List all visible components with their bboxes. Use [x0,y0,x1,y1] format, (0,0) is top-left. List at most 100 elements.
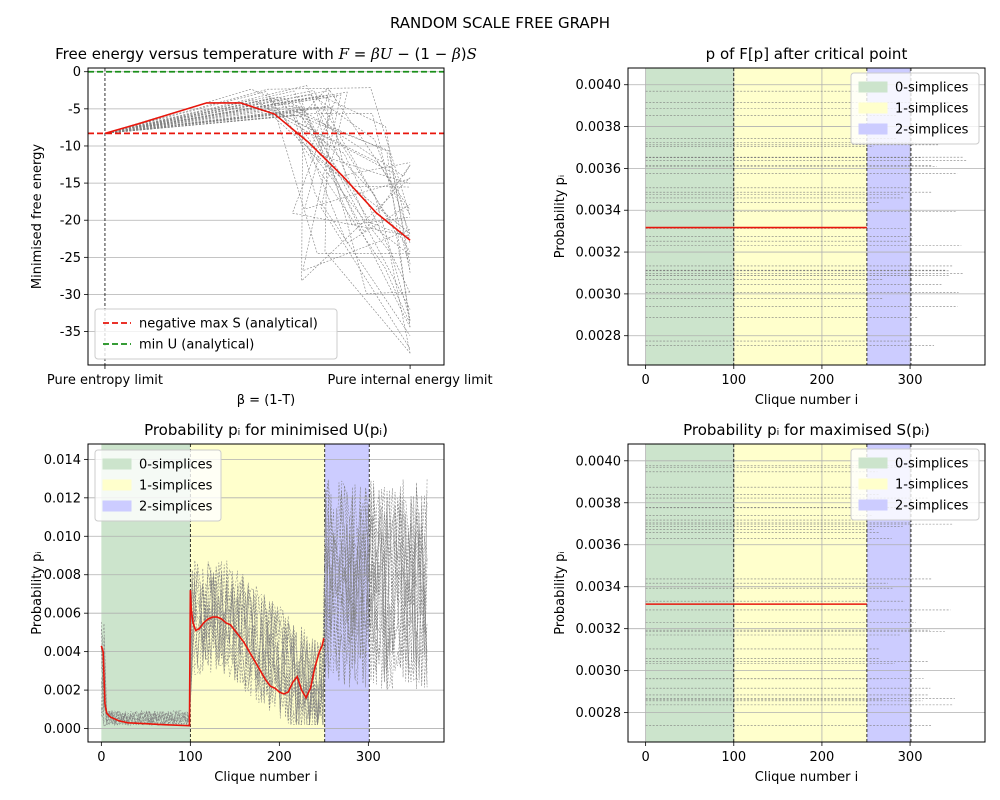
sample-trace [104,113,411,271]
sample-trace [104,94,411,294]
y-tick-label: 0.000 [44,722,81,737]
chart-title: p of F[p] after critical point [706,45,908,63]
y-tick-label: 0.0038 [576,496,622,511]
chart-free-energy: 0 -5 -10 -15 -20 -25 -30 -35 Pure entropy limit P… [30,45,493,408]
y-tick-label: -35 [60,325,81,340]
x-tick-label: 300 [898,750,923,765]
sample-trace [104,95,411,273]
legend-entry: 1-simplices [895,478,969,493]
sample-trace [101,478,428,727]
sample-trace [104,85,411,239]
legend-entry: 2-simplices [895,123,969,138]
x-tick-label: 200 [810,750,835,765]
x-axis-label: Clique number i [755,770,858,785]
sample-trace [101,486,428,727]
figure-suptitle: RANDOM SCALE FREE GRAPH [390,14,610,32]
chart-title: Probability pᵢ for minimised U(pᵢ) [144,421,388,439]
sample-trace [101,490,428,726]
plot-area [628,444,985,742]
region-0-simplices [645,68,734,365]
sample-trace [104,90,411,328]
sample-trace [104,87,411,217]
y-tick-label: 0.0036 [576,538,622,553]
sample-trace [104,99,411,215]
legend-entry: 0-simplices [139,458,213,473]
sample-traces [104,85,411,354]
y-tick-label: 0.006 [44,607,81,622]
legend: 0-simplices 1-simplices 2-simplices [94,449,222,522]
mean-series-line [100,590,325,727]
sample-trace [104,113,411,244]
region-0-simplices [645,444,734,742]
y-tick-label: 0.0028 [576,706,622,721]
chart-p-min-u: 0.000 0.002 0.004 0.006 0.008 0.010 0.012 0.014… [30,421,445,785]
sample-trace [104,106,411,210]
y-tick-label: 0.010 [44,530,81,545]
axes-frame [87,67,445,366]
legend-swatch [858,81,888,93]
y-axis-label: Minimised free energy [30,144,45,289]
sample-trace [104,88,411,310]
y-tick-label: 0.008 [44,568,81,583]
sample-trace [104,95,411,237]
legend-entry: 2-simplices [139,500,213,515]
y-tick-label: 0.002 [44,684,81,699]
legend-swatch [858,499,888,511]
axes-frame [627,443,986,743]
x-tick-label: 200 [267,750,292,765]
sample-trace [104,87,411,211]
legend-swatch [858,102,888,114]
sample-trace [101,499,428,726]
region-1-simplices [733,68,867,365]
y-tick-label: 0.0028 [576,329,622,344]
y-tick-label: -20 [60,214,81,229]
legend-entry: negative max S (analytical) [139,317,318,332]
legend-swatch [858,478,888,490]
legend: negative max S (analytical) min U (analyt… [94,308,338,360]
sample-trace [104,98,411,225]
y-tick-label: -25 [60,251,81,266]
y-axis-label: Probability pᵢ [553,551,568,634]
y-tick-label: 0.0032 [576,622,622,637]
legend-entry: min U (analytical) [139,338,254,353]
sample-trace [104,115,411,321]
x-axis-label: Clique number i [755,393,858,408]
legend-entry: 0-simplices [895,457,969,472]
sample-trace [104,91,411,350]
y-tick-label: 0.0034 [576,204,622,219]
y-tick-label: 0.0036 [576,162,622,177]
chart-p-after-critical: 0.0028 0.0030 0.0032 0.0034 0.0036 0.0038 0.00… [553,45,986,408]
sample-traces [101,478,428,727]
legend-swatch [102,500,132,512]
sample-trace [101,492,428,726]
x-tick-label: 100 [721,373,746,388]
y-tick-label: 0.0040 [576,454,622,469]
sample-trace [104,106,411,354]
y-tick-label: -30 [60,288,81,303]
axes-frame [627,67,986,366]
sample-trace [104,106,411,252]
chart-title: Probability pᵢ for maximised S(pᵢ) [683,421,930,439]
y-tick-label: 0.0038 [576,120,622,135]
y-axis-label: Probability pᵢ [553,175,568,258]
sample-trace [101,480,428,727]
x-tick-label: 100 [178,750,203,765]
sample-trace [104,97,411,177]
plot-area [88,68,444,365]
y-tick-label: 0.012 [44,491,81,506]
legend-entry: 0-simplices [895,81,969,96]
legend-entry: 1-simplices [895,102,969,117]
sample-trace [104,94,411,272]
legend-entry: 2-simplices [895,499,969,514]
x-axis-label: Clique number i [214,770,317,785]
plot-area [628,68,985,365]
y-tick-label: -10 [60,139,81,154]
region-1-simplices [733,444,867,742]
sample-trace [104,98,411,328]
legend-swatch [102,458,132,470]
sample-trace [104,115,411,244]
legend-swatch [858,457,888,469]
chart-title: Free energy versus temperature with F = … [55,45,477,63]
y-tick-label: 0.0030 [576,287,622,302]
y-tick-label: 0.0032 [576,246,622,261]
